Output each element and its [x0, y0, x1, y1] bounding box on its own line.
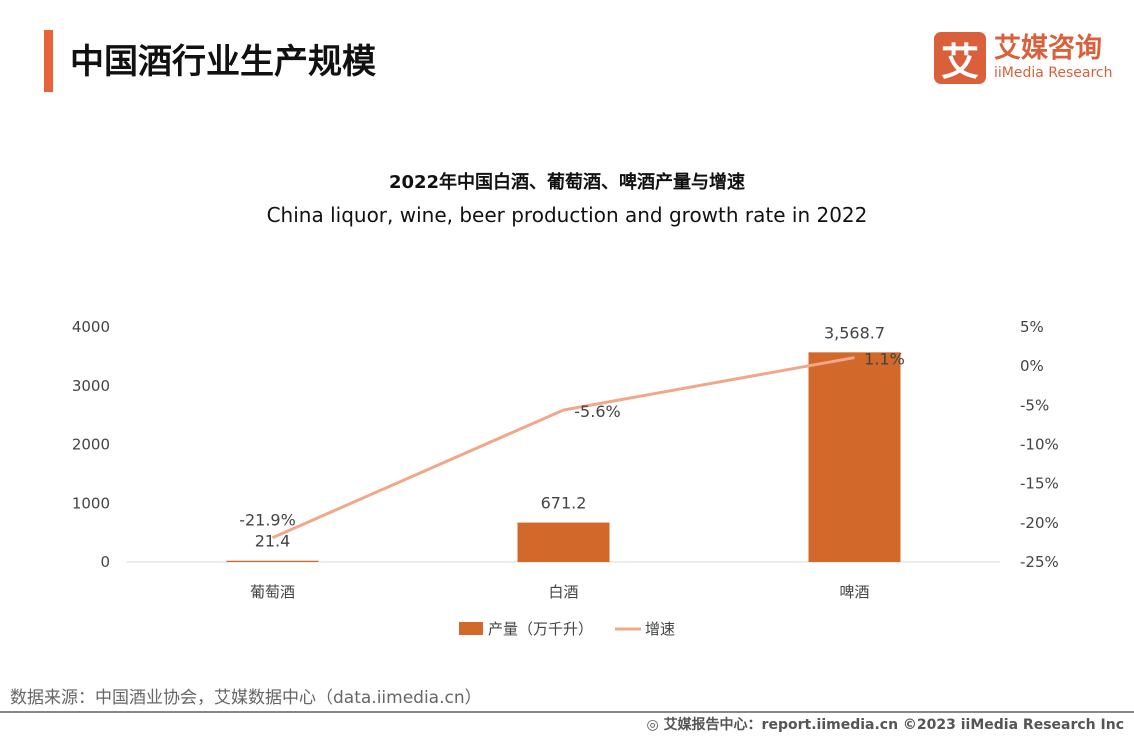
- right-axis-tick: -5%: [1020, 396, 1049, 414]
- x-axis-tick: 啤酒: [839, 583, 869, 601]
- growth-line: [271, 356, 855, 540]
- chart-subtitle: China liquor, wine, beer production and …: [266, 203, 868, 227]
- left-axis-tick: 2000: [72, 436, 110, 454]
- left-axis-tick: 3000: [72, 377, 110, 395]
- left-axis-tick: 4000: [72, 318, 110, 336]
- left-axis-tick: 0: [100, 553, 110, 571]
- footer-divider: [0, 711, 1134, 713]
- right-axis-tick: -10%: [1020, 436, 1059, 454]
- line-label: -5.6%: [574, 402, 620, 421]
- chart: 0 1000 2000 3000 4000 -25% -20% -15% -10% -5% 0% 5%…: [72, 318, 1059, 638]
- logo: 艾 艾媒咨询 iiMedia Research: [934, 32, 1113, 84]
- bar-label: 21.4: [255, 532, 291, 551]
- bar-2: [808, 352, 901, 562]
- right-axis-tick: -20%: [1020, 514, 1059, 532]
- logo-mark: 艾: [934, 32, 986, 84]
- data-source: 数据来源：中国酒业协会，艾媒数据中心（data.iimedia.cn）: [10, 688, 482, 708]
- right-axis-tick: -15%: [1020, 475, 1059, 493]
- legend-bar-label: 产量（万千升）: [488, 620, 593, 638]
- right-axis-tick: 0%: [1020, 357, 1044, 375]
- footer-credit-text: 艾媒报告中心：report.iimedia.cn ©2023 iiMedia R…: [663, 717, 1124, 733]
- x-axis-tick: 白酒: [548, 583, 578, 601]
- logo-en: iiMedia Research: [994, 65, 1113, 81]
- bar-0: [226, 560, 319, 562]
- bar-label: 3,568.7: [824, 323, 885, 342]
- bar-1: [517, 522, 610, 562]
- right-axis-tick: -25%: [1020, 553, 1059, 571]
- bar-label: 671.2: [541, 494, 587, 513]
- right-axis-tick: 5%: [1020, 318, 1044, 336]
- x-axis-tick: 葡萄酒: [250, 583, 295, 601]
- left-axis-tick: 1000: [72, 494, 110, 512]
- legend-bar-swatch: [459, 622, 483, 635]
- logo-cn: 艾媒咨询: [994, 33, 1102, 64]
- line-label: 1.1%: [864, 350, 905, 369]
- page-title: 中国酒行业生产规模: [70, 42, 376, 82]
- legend-line-label: 增速: [645, 620, 675, 638]
- chart-title: 2022年中国白酒、葡萄酒、啤酒产量与增速: [388, 172, 746, 193]
- footer-credit: ◎ 艾媒报告中心：report.iimedia.cn ©2023 iiMedia…: [646, 717, 1124, 733]
- line-label: -21.9%: [239, 511, 296, 530]
- title-accent-bar: [44, 30, 53, 92]
